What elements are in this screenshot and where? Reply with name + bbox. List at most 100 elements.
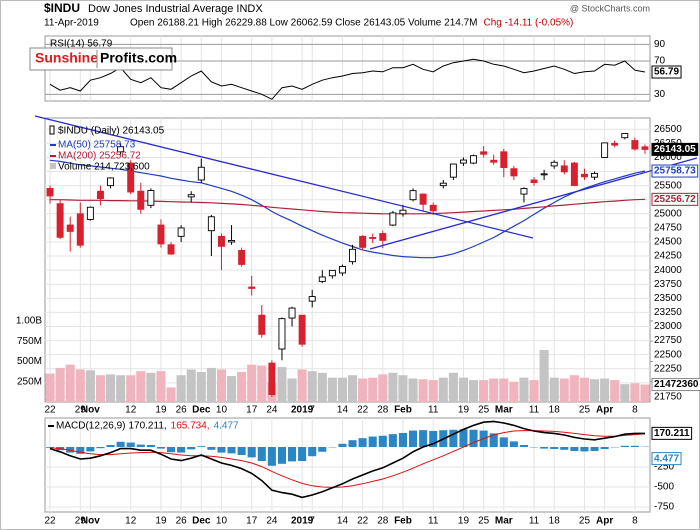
- x-tick-label: 26: [176, 516, 188, 527]
- candle-body: [500, 151, 508, 169]
- volume-bar: [237, 371, 247, 402]
- volume-bar: [388, 372, 398, 402]
- candle-body: [298, 314, 306, 345]
- volume-bar: [176, 375, 186, 402]
- x-tick-label: 25: [579, 516, 591, 527]
- value-tag: 26143.05: [654, 144, 696, 155]
- histogram-bar: [106, 444, 115, 447]
- histogram-bar: [318, 446, 327, 452]
- histogram-bar: [207, 446, 216, 450]
- x-tick-label: 26: [176, 405, 188, 416]
- x-tick-label: 22: [357, 516, 369, 527]
- y-tick-label: 26000: [654, 152, 682, 163]
- x-tick-label: Mar: [495, 516, 513, 527]
- volume-bar: [116, 375, 126, 402]
- candle-body: [318, 276, 326, 282]
- volume-bar: [126, 375, 136, 402]
- x-tick-label: 25: [478, 405, 490, 416]
- candle-body: [86, 206, 94, 220]
- candle-body: [76, 213, 84, 246]
- y-tick-label: 30: [654, 89, 666, 100]
- y-tick-label: 21750: [654, 392, 682, 403]
- candle-body: [56, 203, 64, 238]
- volume-bar: [277, 367, 287, 402]
- volume-bar: [317, 372, 327, 402]
- plot-layer: 22222929NovNov121219192626DecDec10101717…: [16, 36, 682, 527]
- candle-body: [349, 248, 357, 263]
- volume-bar: [519, 377, 529, 402]
- symbol: $INDU: [44, 1, 80, 15]
- volume-bar: [297, 369, 307, 402]
- candle-body: [480, 151, 488, 155]
- x-tick-label: Apr: [596, 516, 613, 527]
- volume-bar: [479, 380, 489, 402]
- volume-bar: [509, 381, 519, 402]
- x-tick-label: 22: [357, 405, 369, 416]
- y-tick-label: 70: [654, 56, 666, 67]
- volume-bar: [337, 377, 347, 402]
- candle-body: [409, 190, 417, 201]
- value-tag: 170.211: [654, 428, 690, 439]
- volume-bar: [539, 350, 549, 402]
- x-tick-label: 24: [266, 516, 278, 527]
- histogram-bar: [167, 446, 176, 453]
- candle-body: [278, 318, 286, 350]
- y-tick-label: 90: [654, 39, 666, 50]
- histogram-bar: [630, 445, 639, 447]
- candle-body: [338, 266, 346, 274]
- candle-body: [641, 146, 649, 150]
- logo-box: [29, 47, 173, 71]
- y-tick-label: 22750: [654, 335, 682, 346]
- histogram-bar: [550, 446, 559, 449]
- value-tag: 21472360: [654, 379, 699, 390]
- candle-body: [167, 244, 175, 255]
- x-tick-label: 11: [529, 516, 540, 527]
- trendline: [34, 115, 534, 239]
- volume-bar: [106, 374, 116, 402]
- candle-body: [490, 159, 498, 163]
- x-tick-label: 17: [246, 405, 258, 416]
- candle-body: [137, 190, 145, 210]
- candle-body: [147, 190, 155, 206]
- histogram-bar: [277, 446, 286, 464]
- x-tick-label: 7: [309, 516, 315, 527]
- value-tag-box: [651, 378, 700, 392]
- value-tag-box: [651, 192, 699, 206]
- x-tick-label: Feb: [394, 516, 412, 527]
- source: @ StockCharts.com: [570, 3, 650, 13]
- volume-bar: [489, 378, 499, 402]
- candle-body: [591, 172, 599, 178]
- histogram-bar: [469, 429, 478, 447]
- x-tick-label: 29: [75, 516, 87, 527]
- histogram-bar: [237, 446, 246, 455]
- x-tick-label: Dec: [192, 405, 211, 416]
- change: Chg -14.11 (-0.05%): [484, 18, 574, 29]
- volume-bar: [610, 380, 620, 402]
- histogram-bar: [146, 444, 155, 447]
- volume-bar: [579, 377, 589, 402]
- candle-body: [328, 269, 336, 277]
- x-tick-label: 11: [529, 405, 540, 416]
- volume-bar: [620, 384, 630, 402]
- histogram-bar: [590, 446, 599, 451]
- x-tick-label: 25: [579, 405, 591, 416]
- histogram-bar: [126, 442, 135, 447]
- x-tick-label: Dec: [192, 516, 211, 527]
- volume-bar: [368, 377, 378, 402]
- y-tick-label: -750: [654, 502, 674, 513]
- signal-line: [49, 430, 646, 488]
- legend-entry: MACD(12,26,9): [56, 421, 125, 432]
- candle-body: [127, 162, 135, 193]
- candle-body: [530, 179, 538, 183]
- volume-bar: [95, 375, 105, 402]
- y-tick-label: 22500: [654, 349, 682, 360]
- histogram-bar: [136, 444, 145, 447]
- y-tick-label: 23000: [654, 321, 682, 332]
- legend-icon: [49, 125, 55, 135]
- y-tick-label: 25500: [654, 180, 682, 191]
- x-tick-label: 17: [246, 516, 258, 527]
- histogram-bar: [449, 429, 458, 447]
- y-tick-label: 23500: [654, 293, 682, 304]
- y-tick-label: 22250: [654, 363, 682, 374]
